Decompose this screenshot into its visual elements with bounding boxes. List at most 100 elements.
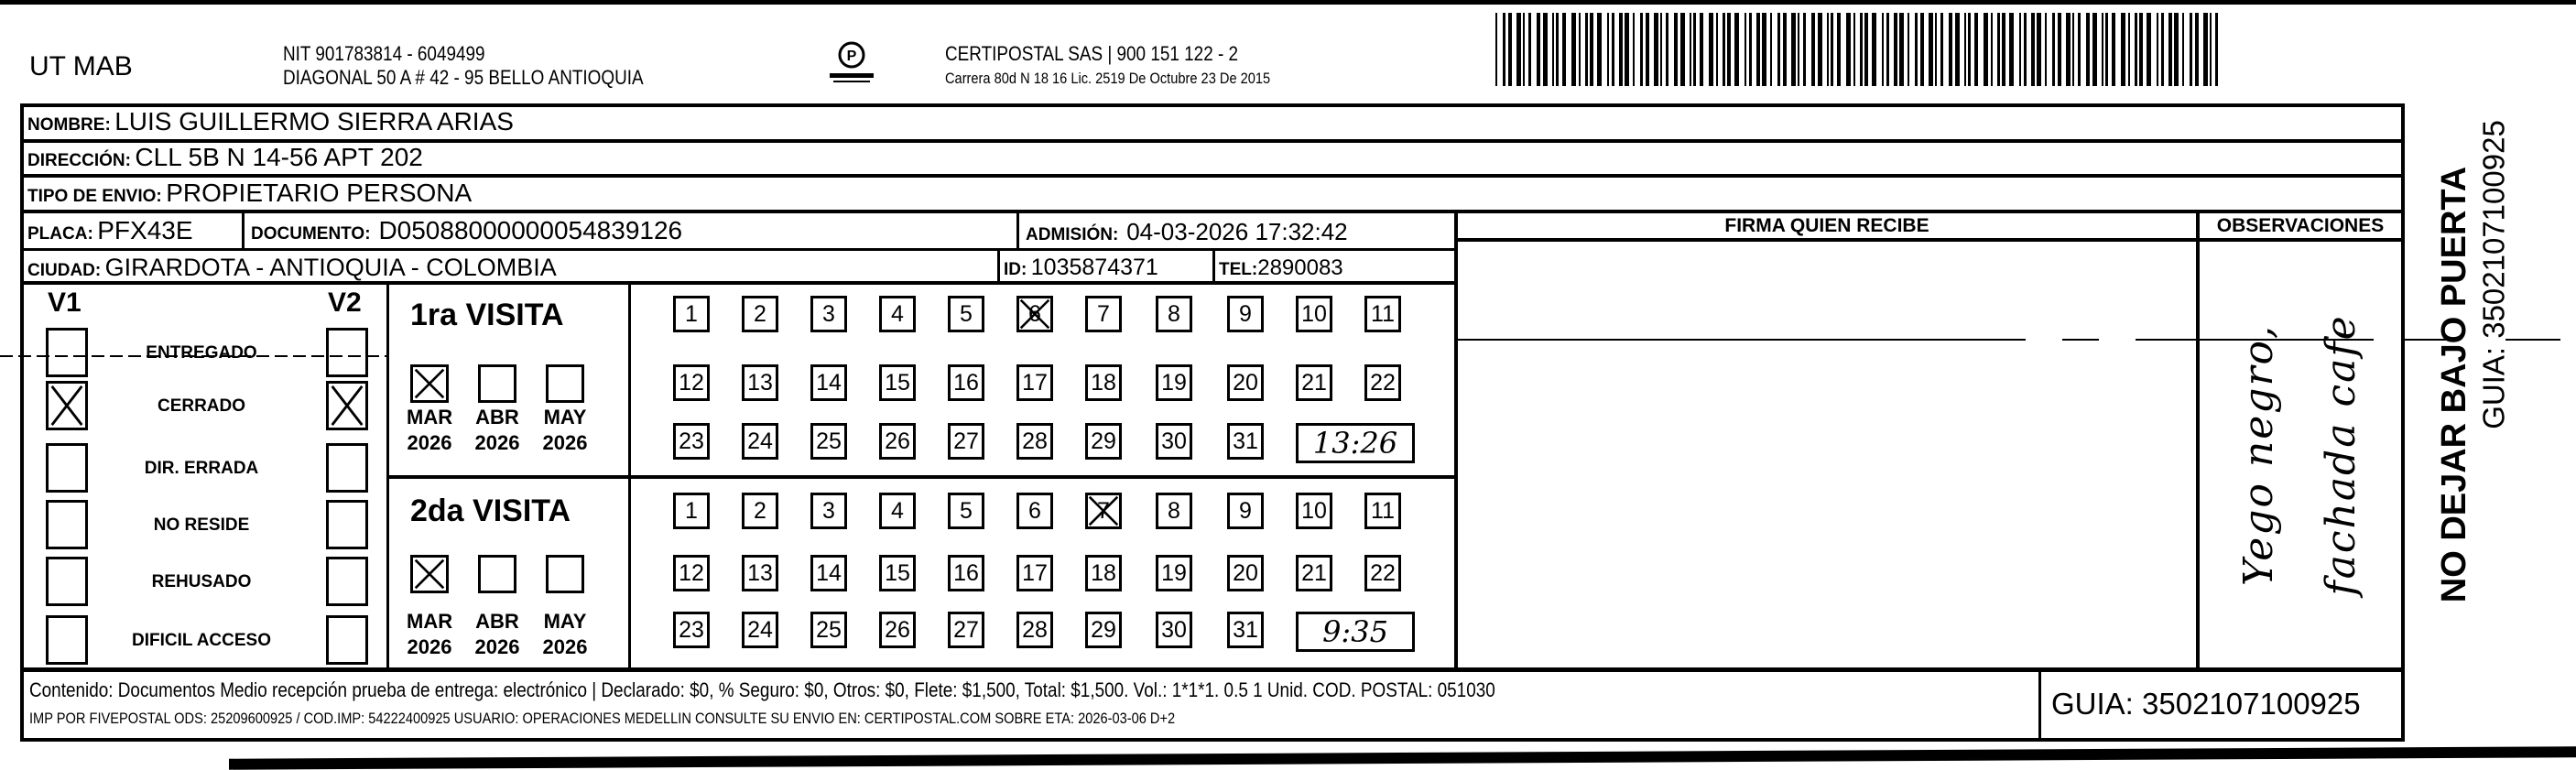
day-box-26[interactable]: 26 [879,612,916,648]
row-divider [20,248,1456,251]
v1-checkbox[interactable] [46,615,88,665]
day-box-7[interactable]: 7 [1085,296,1122,332]
day-box-5[interactable]: 5 [948,493,984,529]
day-box-25[interactable]: 25 [810,612,847,648]
month-checkbox[interactable] [410,555,449,593]
month-checkbox[interactable] [546,364,584,403]
month-checkbox[interactable] [478,364,516,403]
day-box-19[interactable]: 19 [1156,555,1192,591]
day-box-18[interactable]: 18 [1085,555,1122,591]
observaciones-column-divider [2196,210,2200,671]
day-box-14[interactable]: 14 [810,555,847,591]
id-cell: ID: 1035874371 [1004,256,1158,279]
day-box-27[interactable]: 27 [948,423,984,460]
day-box-26[interactable]: 26 [879,423,916,460]
v2-checkbox[interactable] [326,328,368,377]
barcode-bar [1607,13,1609,86]
day-box-6[interactable]: 6 [1016,296,1053,332]
month-checkbox[interactable] [478,555,516,593]
day-box-12[interactable]: 12 [673,364,710,401]
day-box-3[interactable]: 3 [810,296,847,332]
day-box-16[interactable]: 16 [948,364,984,401]
status-label: REHUSADO [151,572,252,591]
day-box-20[interactable]: 20 [1227,364,1264,401]
day-box-11[interactable]: 11 [1364,493,1401,529]
visit-time[interactable]: 9:35 [1296,612,1415,652]
day-box-4[interactable]: 4 [879,493,916,529]
v1-checkbox[interactable] [46,381,88,430]
footer-frame [20,668,2405,742]
barcode-bar [1516,13,1521,86]
day-box-17[interactable]: 17 [1016,364,1053,401]
barcode-bar [1745,13,1746,86]
day-box-15[interactable]: 15 [879,364,916,401]
day-box-30[interactable]: 30 [1156,423,1192,460]
v2-checkbox[interactable] [326,381,368,430]
tipo-label: TIPO DE ENVIO: [27,187,162,206]
firma-signature-area[interactable] [1458,242,2196,668]
day-box-30[interactable]: 30 [1156,612,1192,648]
v1-checkbox[interactable] [46,328,88,377]
day-box-15[interactable]: 15 [879,555,916,591]
day-box-1[interactable]: 1 [673,493,710,529]
month-checkbox[interactable] [410,364,449,403]
day-box-21[interactable]: 21 [1296,364,1332,401]
v2-checkbox[interactable] [326,615,368,665]
day-box-28[interactable]: 28 [1016,612,1053,648]
barcode-bar [1929,13,1933,86]
v1-checkbox[interactable] [46,500,88,549]
day-box-13[interactable]: 13 [742,555,778,591]
barcode-bar [2052,13,2055,86]
day-box-7[interactable]: 7 [1085,493,1122,529]
barcode-bar [1543,13,1548,86]
day-box-31[interactable]: 31 [1227,612,1264,648]
day-box-1[interactable]: 1 [673,296,710,332]
day-box-3[interactable]: 3 [810,493,847,529]
v2-checkbox[interactable] [326,557,368,606]
v1-checkbox[interactable] [46,557,88,606]
day-box-31[interactable]: 31 [1227,423,1264,460]
day-box-10[interactable]: 10 [1296,296,1332,332]
barcode-bar [1680,13,1685,86]
nombre-value: LUIS GUILLERMO SIERRA ARIAS [114,107,514,136]
day-box-9[interactable]: 9 [1227,296,1264,332]
day-box-12[interactable]: 12 [673,555,710,591]
day-box-20[interactable]: 20 [1227,555,1264,591]
day-box-29[interactable]: 29 [1085,423,1122,460]
day-box-17[interactable]: 17 [1016,555,1053,591]
day-box-8[interactable]: 8 [1156,296,1192,332]
barcode-bar [2024,13,2027,86]
day-box-24[interactable]: 24 [742,423,778,460]
day-box-13[interactable]: 13 [742,364,778,401]
day-box-6[interactable]: 6 [1016,493,1053,529]
day-box-2[interactable]: 2 [742,493,778,529]
v2-checkbox[interactable] [326,500,368,549]
day-box-9[interactable]: 9 [1227,493,1264,529]
day-box-10[interactable]: 10 [1296,493,1332,529]
day-box-2[interactable]: 2 [742,296,778,332]
day-box-8[interactable]: 8 [1156,493,1192,529]
day-box-22[interactable]: 22 [1364,364,1401,401]
v1-checkbox[interactable] [46,443,88,493]
day-box-25[interactable]: 25 [810,423,847,460]
day-box-24[interactable]: 24 [742,612,778,648]
day-box-19[interactable]: 19 [1156,364,1192,401]
barcode-bar [2031,13,2035,86]
v2-checkbox[interactable] [326,443,368,493]
status-label: DIFICIL ACCESO [131,631,271,650]
day-box-14[interactable]: 14 [810,364,847,401]
day-box-28[interactable]: 28 [1016,423,1053,460]
day-box-4[interactable]: 4 [879,296,916,332]
day-box-23[interactable]: 23 [673,612,710,648]
day-box-5[interactable]: 5 [948,296,984,332]
day-box-27[interactable]: 27 [948,612,984,648]
day-box-11[interactable]: 11 [1364,296,1401,332]
day-box-18[interactable]: 18 [1085,364,1122,401]
day-box-16[interactable]: 16 [948,555,984,591]
day-box-21[interactable]: 21 [1296,555,1332,591]
day-box-22[interactable]: 22 [1364,555,1401,591]
visit-time[interactable]: 13:26 [1296,423,1415,463]
day-box-23[interactable]: 23 [673,423,710,460]
month-checkbox[interactable] [546,555,584,593]
day-box-29[interactable]: 29 [1085,612,1122,648]
